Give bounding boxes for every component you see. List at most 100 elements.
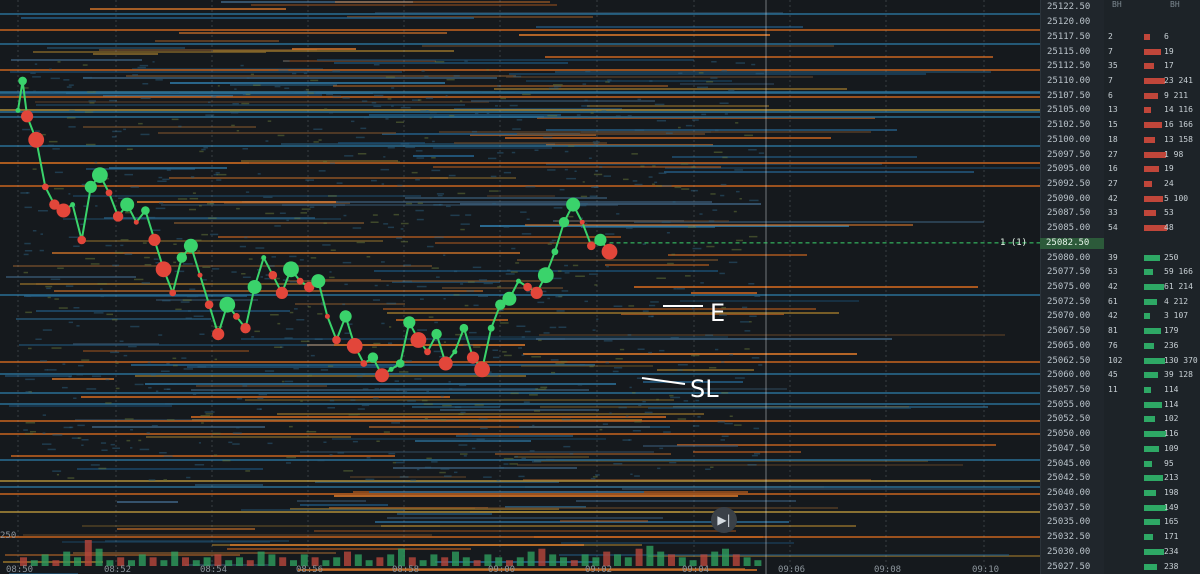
liquidity-speck bbox=[65, 285, 74, 287]
dom-row[interactable]: 109 bbox=[1104, 444, 1200, 454]
liquidity-speck bbox=[400, 240, 408, 243]
liquidity-speck bbox=[748, 149, 757, 151]
dom-row[interactable]: 15 16 166 bbox=[1104, 120, 1200, 130]
liquidity-band bbox=[335, 1, 550, 3]
liquidity-speck bbox=[124, 173, 133, 176]
liquidity-speck bbox=[110, 351, 120, 354]
dom-row[interactable]: 42 5 100 bbox=[1104, 194, 1200, 204]
liquidity-speck bbox=[234, 88, 237, 90]
liquidity-speck bbox=[657, 467, 661, 470]
trade-bubble bbox=[92, 167, 108, 184]
price-axis[interactable]: 25122.50 25120.00 25117.50 25115.00 25112.50… bbox=[1040, 0, 1105, 574]
dom-row[interactable]: 16 19 bbox=[1104, 164, 1200, 174]
liquidity-speck bbox=[84, 111, 93, 113]
dom-row[interactable]: 39 250 bbox=[1104, 253, 1200, 263]
liquidity-speck bbox=[120, 239, 129, 241]
liquidity-speck bbox=[670, 396, 681, 399]
replay-play-button[interactable]: ▶︎| bbox=[711, 507, 737, 533]
ask-size-bar bbox=[1144, 151, 1166, 158]
volume-bar bbox=[592, 557, 600, 566]
liquidity-band bbox=[317, 59, 694, 61]
dom-row[interactable]: 238 bbox=[1104, 562, 1200, 572]
liquidity-speck bbox=[550, 359, 559, 361]
dom-row[interactable]: 18 13 158 bbox=[1104, 135, 1200, 145]
volume-bar bbox=[160, 560, 168, 566]
liquidity-speck bbox=[357, 413, 360, 416]
volume-bar bbox=[462, 557, 470, 566]
dom-row[interactable]: 11 114 bbox=[1104, 385, 1200, 395]
liquidity-speck bbox=[54, 298, 59, 300]
liquidity-speck bbox=[241, 102, 250, 105]
liquidity-speck bbox=[327, 407, 335, 409]
dom-row[interactable]: 54 48 bbox=[1104, 223, 1200, 233]
liquidity-speck bbox=[134, 278, 144, 281]
liquidity-speck bbox=[721, 361, 725, 363]
dom-row[interactable]: 165 bbox=[1104, 517, 1200, 527]
liquidity-speck bbox=[473, 304, 479, 307]
dom-row[interactable]: 76 236 bbox=[1104, 341, 1200, 351]
price-tick-label: 25045.00 bbox=[1047, 458, 1091, 469]
dom-row[interactable]: 116 bbox=[1104, 429, 1200, 439]
dom-row[interactable]: 81 179 bbox=[1104, 326, 1200, 336]
liquidity-band bbox=[277, 413, 704, 415]
liquidity-speck bbox=[700, 282, 704, 284]
dom-row[interactable]: 42 3 107 bbox=[1104, 311, 1200, 321]
liquidity-speck bbox=[151, 229, 161, 231]
dom-row[interactable]: 213 bbox=[1104, 473, 1200, 483]
volume-bar bbox=[365, 560, 373, 566]
dom-row[interactable]: 35 17 bbox=[1104, 61, 1200, 71]
liquidity-speck bbox=[670, 337, 679, 339]
liquidity-speck bbox=[469, 331, 477, 334]
liquidity-speck bbox=[464, 304, 469, 307]
liquidity-band bbox=[36, 310, 290, 312]
liquidity-speck bbox=[524, 330, 531, 333]
dom-row[interactable]: 33 53 bbox=[1104, 208, 1200, 218]
liquidity-speck bbox=[564, 264, 568, 267]
liquidity-speck bbox=[595, 170, 598, 172]
liquidity-speck bbox=[110, 443, 115, 446]
dom-row[interactable]: 7 23 241 bbox=[1104, 76, 1200, 86]
dom-row[interactable]: 114 bbox=[1104, 400, 1200, 410]
dom-row[interactable]: 7 19 bbox=[1104, 47, 1200, 57]
liquidity-speck bbox=[144, 264, 152, 266]
liquidity-speck bbox=[303, 72, 308, 75]
liquidity-band bbox=[241, 509, 405, 511]
dom-row[interactable]: 234 bbox=[1104, 547, 1200, 557]
dom-row[interactable]: 102 bbox=[1104, 414, 1200, 424]
dom-row[interactable]: 198 bbox=[1104, 488, 1200, 498]
dom-row[interactable]: 149 bbox=[1104, 503, 1200, 513]
liquidity-speck bbox=[289, 255, 297, 258]
liquidity-speck bbox=[721, 435, 729, 437]
liquidity-speck bbox=[521, 457, 526, 460]
volume-bar bbox=[30, 560, 38, 566]
dom-right-value: 102 bbox=[1164, 414, 1179, 424]
dom-row[interactable]: 42 61 214 bbox=[1104, 282, 1200, 292]
heatmap-chart[interactable]: 08:50 08:52 08:54 08:56 08:58 09:00 09:02 09:04… bbox=[0, 0, 1040, 574]
liquidity-band bbox=[230, 544, 584, 546]
liquidity-speck bbox=[400, 106, 411, 109]
liquidity-speck bbox=[69, 426, 74, 429]
liquidity-band bbox=[179, 32, 447, 34]
dom-row[interactable]: 95 bbox=[1104, 459, 1200, 469]
liquidity-speck bbox=[391, 105, 394, 107]
dom-row[interactable]: 53 59 166 bbox=[1104, 267, 1200, 277]
dom-row[interactable]: 6 9 211 bbox=[1104, 91, 1200, 101]
dom-ladder[interactable]: BH BH 2 6 7 19 35 17 7 23 241 6 9 211 13 14 116 15 16… bbox=[1104, 0, 1200, 574]
bid-size-bar bbox=[1144, 372, 1158, 379]
dom-row[interactable]: 45 39 128 bbox=[1104, 370, 1200, 380]
dom-row[interactable]: 27 24 bbox=[1104, 179, 1200, 189]
liquidity-speck bbox=[123, 354, 128, 357]
dom-right-value: 198 bbox=[1164, 488, 1179, 498]
dom-row[interactable]: 13 14 116 bbox=[1104, 105, 1200, 115]
liquidity-speck bbox=[360, 127, 367, 130]
dom-row[interactable]: 102 130 370 bbox=[1104, 356, 1200, 366]
dom-left-value: 102 bbox=[1108, 355, 1123, 365]
liquidity-band bbox=[23, 534, 432, 536]
liquidity-band bbox=[525, 224, 913, 226]
dom-row[interactable]: 27 1 98 bbox=[1104, 150, 1200, 160]
liquidity-band bbox=[539, 334, 1005, 336]
dom-row[interactable]: 61 4 212 bbox=[1104, 297, 1200, 307]
liquidity-speck bbox=[721, 69, 727, 72]
dom-row[interactable]: 171 bbox=[1104, 532, 1200, 542]
